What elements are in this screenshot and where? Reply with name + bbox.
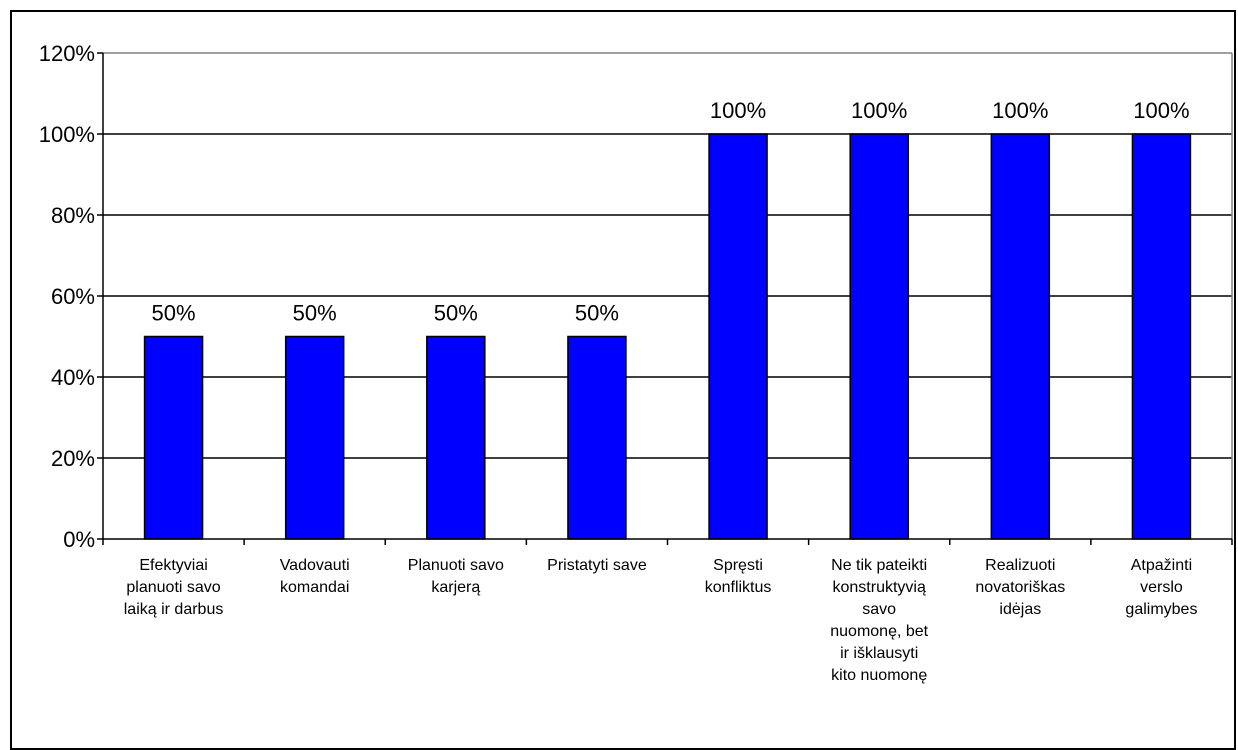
y-tick-label: 80% bbox=[51, 203, 95, 228]
data-label: 50% bbox=[434, 301, 478, 326]
bar bbox=[284, 335, 345, 540]
x-category-label: Pristatyti save bbox=[547, 557, 647, 574]
bar bbox=[990, 133, 1051, 540]
y-tick-label: 120% bbox=[39, 41, 95, 66]
x-category-label: Planuoti savo karjerą bbox=[407, 557, 504, 596]
y-tick-label: 40% bbox=[51, 365, 95, 390]
x-category-label: Vadovauti komandai bbox=[279, 557, 350, 596]
data-label: 100% bbox=[851, 98, 907, 123]
bar bbox=[567, 335, 627, 540]
y-tick-label: 100% bbox=[39, 122, 95, 147]
data-label: 50% bbox=[575, 301, 619, 326]
data-label: 50% bbox=[152, 301, 196, 326]
x-category-label: Atpažinti verslo galimybes bbox=[1125, 557, 1198, 618]
data-label: 50% bbox=[293, 301, 337, 326]
bar bbox=[708, 133, 768, 540]
bar bbox=[1131, 133, 1192, 540]
data-label: 100% bbox=[1133, 98, 1189, 123]
bar bbox=[849, 133, 909, 540]
x-category-label: Ne tik pateikti konstruktyvią savo nuomo… bbox=[830, 557, 929, 684]
data-label: 100% bbox=[992, 98, 1048, 123]
bar-chart: 0% 20% 40% 60% 80% 100% 120% 50% 50% 50% 50% 100% 10… bbox=[39, 41, 1233, 552]
y-tick-label: 0% bbox=[63, 527, 95, 552]
bar bbox=[143, 335, 204, 540]
x-category-label: Realizuoti novatoriškas idėjas bbox=[975, 557, 1066, 618]
y-tick-label: 60% bbox=[51, 284, 95, 309]
data-label: 100% bbox=[710, 98, 766, 123]
x-category-label: Spręsti konfliktus bbox=[704, 557, 772, 596]
y-tick-label: 20% bbox=[51, 446, 95, 471]
bar bbox=[426, 335, 486, 540]
x-category-label: Efektyviai planuoti savo laiką ir darbus bbox=[123, 557, 224, 618]
